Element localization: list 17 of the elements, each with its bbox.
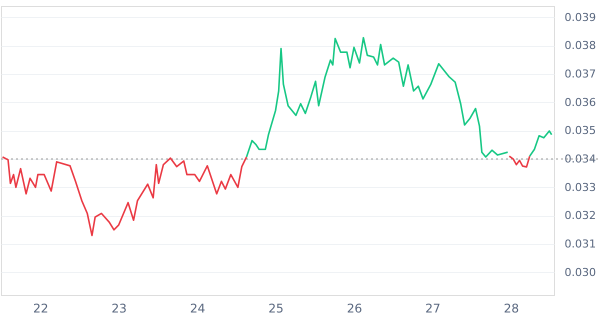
x-tick-label: 27 [425,302,441,316]
y-tick-label: 0.031 [564,238,596,250]
y-tick-label: 0.037 [564,68,596,80]
x-tick-label: 25 [268,302,284,316]
x-tick-label: 28 [504,302,519,316]
x-tick-label: 22 [33,302,48,316]
y-tick-label: 0.036 [564,96,596,109]
y-tick-label: 0.039 [564,10,596,24]
y-tick-label: 0.030 [564,266,596,279]
y-tick-label: 0.035 [564,124,596,138]
y-tick-label: 0.033 [564,180,596,194]
y-tick-label: 0.034 [564,152,596,166]
x-tick-label: 26 [346,302,362,316]
y-tick-label: 0.038 [564,39,596,52]
x-tick-label: 23 [112,302,127,316]
x-tick-label: 24 [190,302,206,316]
y-tick-label: 0.032 [564,209,596,222]
